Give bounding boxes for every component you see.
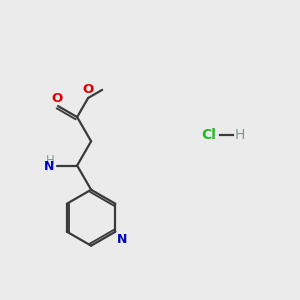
Text: Cl: Cl <box>202 128 216 142</box>
Text: H: H <box>45 154 54 167</box>
Text: N: N <box>117 233 127 246</box>
Text: O: O <box>82 82 94 96</box>
Text: H: H <box>235 128 245 142</box>
Text: N: N <box>44 160 54 173</box>
Text: O: O <box>51 92 62 105</box>
